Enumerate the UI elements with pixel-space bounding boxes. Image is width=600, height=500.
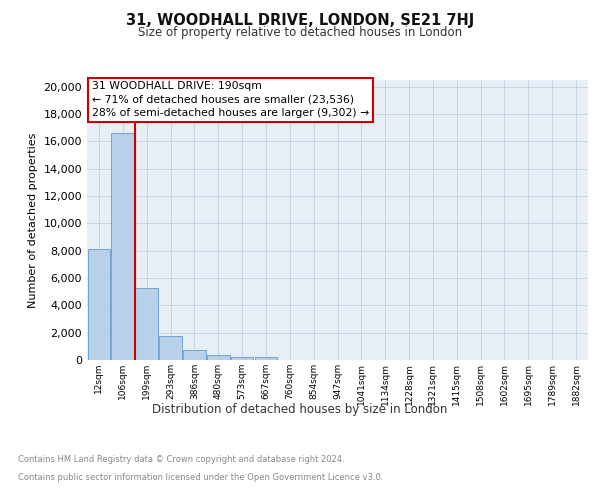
Text: 31, WOODHALL DRIVE, LONDON, SE21 7HJ: 31, WOODHALL DRIVE, LONDON, SE21 7HJ [126,12,474,28]
Text: Contains public sector information licensed under the Open Government Licence v3: Contains public sector information licen… [18,472,383,482]
Text: 31 WOODHALL DRIVE: 190sqm
← 71% of detached houses are smaller (23,536)
28% of s: 31 WOODHALL DRIVE: 190sqm ← 71% of detac… [92,82,369,118]
Text: Contains HM Land Registry data © Crown copyright and database right 2024.: Contains HM Land Registry data © Crown c… [18,455,344,464]
Bar [183,350,206,360]
Text: Distribution of detached houses by size in London: Distribution of detached houses by size … [152,402,448,415]
Bar [112,134,134,360]
Text: Size of property relative to detached houses in London: Size of property relative to detached ho… [138,26,462,39]
Bar [254,358,277,360]
Bar [88,250,110,360]
Y-axis label: Number of detached properties: Number of detached properties [28,132,38,308]
Bar [207,356,230,360]
Bar [231,356,253,360]
Bar [159,336,182,360]
Bar [136,288,158,360]
